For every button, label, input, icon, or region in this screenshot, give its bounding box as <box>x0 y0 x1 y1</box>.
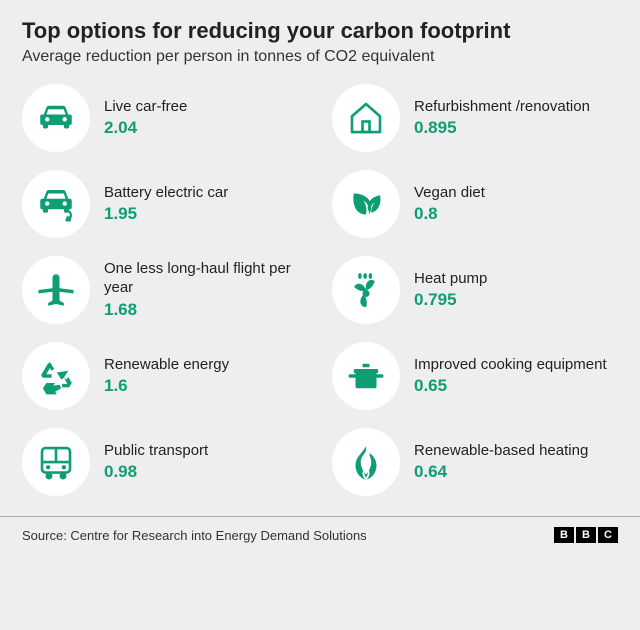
car-icon <box>22 84 90 152</box>
list-item: Battery electric car1.95 <box>22 170 308 238</box>
item-text: Renewable energy1.6 <box>104 356 229 397</box>
bus-icon <box>22 428 90 496</box>
plane-icon <box>22 256 90 324</box>
list-item: Public transport0.98 <box>22 428 308 496</box>
item-label: Vegan diet <box>414 184 485 203</box>
item-value: 1.6 <box>104 376 229 396</box>
list-item: Live car-free2.04 <box>22 84 308 152</box>
source-text: Source: Centre for Research into Energy … <box>22 528 367 543</box>
item-value: 0.795 <box>414 290 487 310</box>
item-value: 0.895 <box>414 118 590 138</box>
flame-icon <box>332 428 400 496</box>
list-item: Heat pump0.795 <box>332 256 618 324</box>
item-text: Heat pump0.795 <box>414 270 487 311</box>
item-label: Renewable energy <box>104 356 229 375</box>
list-item: Renewable energy1.6 <box>22 342 308 410</box>
fan-icon <box>332 256 400 324</box>
recycle-icon <box>22 342 90 410</box>
item-text: Refurbishment /renovation0.895 <box>414 98 590 139</box>
bbc-logo: B B C <box>554 527 618 543</box>
page-title: Top options for reducing your carbon foo… <box>22 18 618 44</box>
item-text: Vegan diet0.8 <box>414 184 485 225</box>
item-value: 0.64 <box>414 462 588 482</box>
bbc-logo-b1: B <box>554 527 574 543</box>
bbc-logo-c: C <box>598 527 618 543</box>
page-subtitle: Average reduction per person in tonnes o… <box>22 48 618 66</box>
item-text: Live car-free2.04 <box>104 98 187 139</box>
item-text: Battery electric car1.95 <box>104 184 228 225</box>
item-text: One less long-haul flight per year1.68 <box>104 260 308 320</box>
house-icon <box>332 84 400 152</box>
list-item: Vegan diet0.8 <box>332 170 618 238</box>
item-label: Renewable-based heating <box>414 442 588 461</box>
list-item: Refurbishment /renovation0.895 <box>332 84 618 152</box>
pot-icon <box>332 342 400 410</box>
item-text: Public transport0.98 <box>104 442 208 483</box>
items-grid: Live car-free2.04 Refurbishment /renovati… <box>22 84 618 496</box>
ev-car-icon <box>22 170 90 238</box>
item-label: Improved cooking equipment <box>414 356 607 375</box>
item-value: 1.68 <box>104 300 308 320</box>
leaf-icon <box>332 170 400 238</box>
item-value: 0.65 <box>414 376 607 396</box>
item-label: Public transport <box>104 442 208 461</box>
list-item: Improved cooking equipment0.65 <box>332 342 618 410</box>
item-label: Battery electric car <box>104 184 228 203</box>
infographic-container: Top options for reducing your carbon foo… <box>0 0 640 496</box>
list-item: One less long-haul flight per year1.68 <box>22 256 308 324</box>
item-value: 2.04 <box>104 118 187 138</box>
item-value: 0.8 <box>414 204 485 224</box>
item-label: Refurbishment /renovation <box>414 98 590 117</box>
bbc-logo-b2: B <box>576 527 596 543</box>
list-item: Renewable-based heating0.64 <box>332 428 618 496</box>
item-label: One less long-haul flight per year <box>104 260 308 298</box>
item-label: Heat pump <box>414 270 487 289</box>
item-value: 0.98 <box>104 462 208 482</box>
footer: Source: Centre for Research into Energy … <box>0 516 640 553</box>
item-text: Improved cooking equipment0.65 <box>414 356 607 397</box>
item-text: Renewable-based heating0.64 <box>414 442 588 483</box>
item-value: 1.95 <box>104 204 228 224</box>
item-label: Live car-free <box>104 98 187 117</box>
